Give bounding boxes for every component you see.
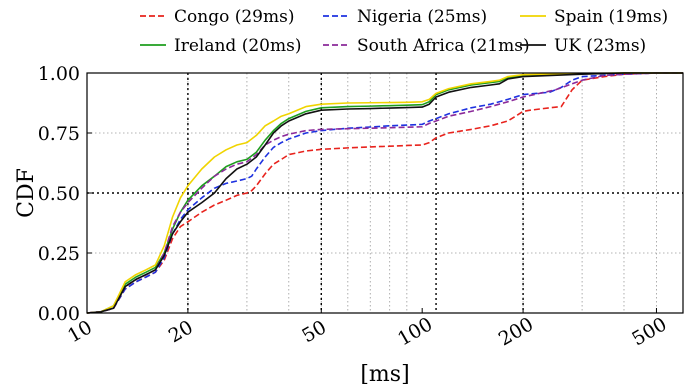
legend: Congo (29ms) Nigeria (25ms) Spain (19ms) Ir… bbox=[140, 7, 668, 56]
y-tick-label: 0.50 bbox=[38, 183, 80, 205]
x-axis-ticks: 10 20 50 100 200 500 bbox=[64, 308, 671, 350]
y-axis-title: CDF bbox=[14, 168, 39, 218]
x-tick-label: 500 bbox=[628, 313, 670, 350]
y-axis-ticks: 0.00 0.25 0.50 0.75 1.00 bbox=[38, 63, 92, 325]
x-tick-label: 20 bbox=[165, 316, 197, 347]
series-line-0 bbox=[86, 72, 683, 314]
series-line-4 bbox=[86, 72, 683, 314]
legend-label-2: Nigeria (25ms) bbox=[357, 7, 487, 27]
series-line-3 bbox=[86, 72, 683, 314]
y-tick-label: 1.00 bbox=[38, 63, 80, 85]
legend-label-0: Congo (29ms) bbox=[174, 7, 294, 27]
legend-label-4: Spain (19ms) bbox=[554, 7, 668, 27]
x-tick-label: 100 bbox=[394, 313, 436, 350]
y-tick-label: 0.00 bbox=[38, 303, 80, 325]
series-line-5 bbox=[86, 72, 683, 314]
legend-label-1: Ireland (20ms) bbox=[174, 36, 301, 56]
grid-lines bbox=[87, 73, 683, 313]
x-tick-label: 200 bbox=[495, 313, 537, 350]
series-line-2 bbox=[86, 72, 683, 314]
legend-label-5: UK (23ms) bbox=[554, 36, 646, 56]
y-tick-label: 0.75 bbox=[38, 123, 80, 145]
legend-label-3: South Africa (21ms) bbox=[357, 36, 530, 56]
x-tick-label: 50 bbox=[298, 316, 330, 347]
y-tick-label: 0.25 bbox=[38, 243, 80, 265]
series-lines bbox=[86, 72, 683, 314]
x-axis-title: [ms] bbox=[360, 362, 409, 387]
